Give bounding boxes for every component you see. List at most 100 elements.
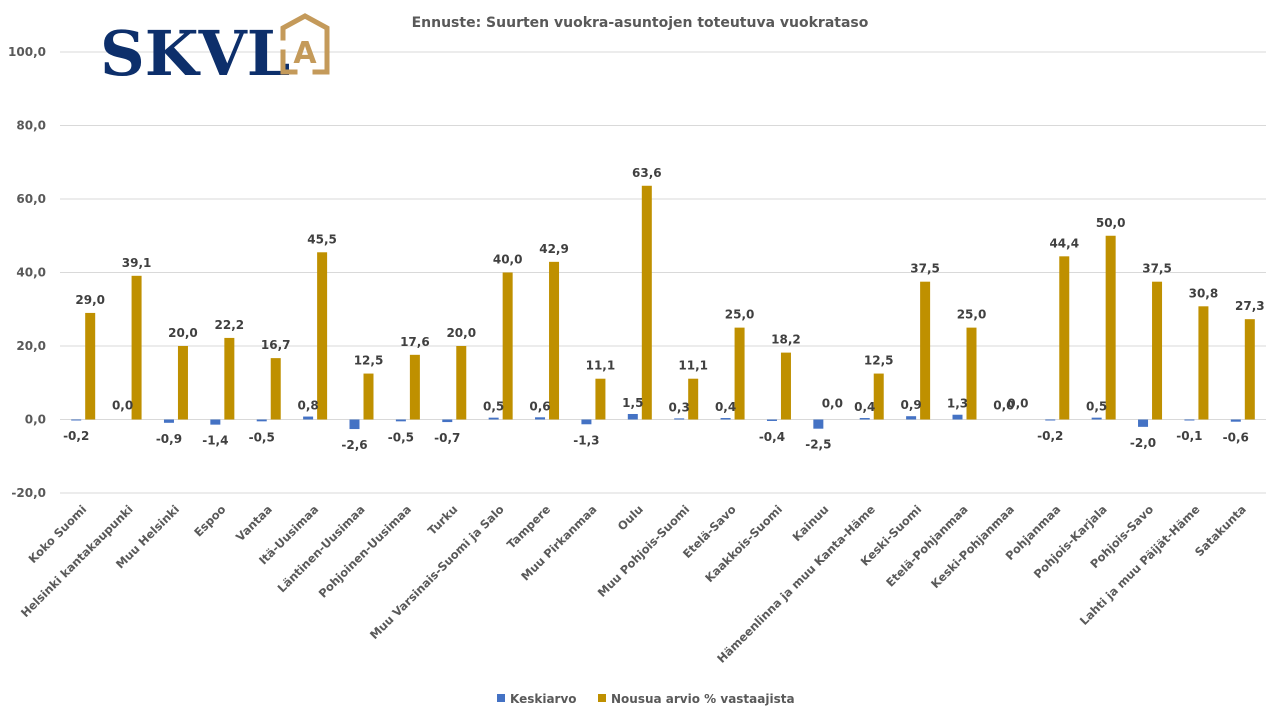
bar-keskiarvo bbox=[1091, 417, 1102, 420]
logo-text: SKVL bbox=[100, 17, 290, 90]
bar-nousua bbox=[966, 327, 977, 420]
x-tick-label: Kainuu bbox=[790, 502, 832, 544]
bar-nousua bbox=[549, 261, 560, 420]
data-label-keskiarvo: -0,9 bbox=[156, 432, 182, 446]
data-label-keskiarvo: -0,6 bbox=[1223, 431, 1249, 445]
bar-nousua bbox=[688, 378, 699, 420]
bar-nousua bbox=[1152, 281, 1163, 420]
x-tick-label: Etelä-Pohjanmaa bbox=[883, 502, 970, 589]
data-label-keskiarvo: -2,6 bbox=[341, 438, 367, 452]
bar-nousua bbox=[456, 346, 467, 420]
bar-nousua bbox=[873, 373, 884, 420]
data-label-nousua: 20,0 bbox=[446, 326, 476, 340]
bar-keskiarvo bbox=[488, 417, 499, 420]
y-axis-ticks: -20,0 0,0 20,0 40,0 60,0 80,0 100,0 bbox=[8, 45, 46, 500]
data-label-keskiarvo: 0,3 bbox=[669, 400, 690, 414]
legend-label-nousua: Nousua arvio % vastaajista bbox=[611, 692, 795, 706]
data-label-keskiarvo: 0,6 bbox=[529, 399, 550, 413]
x-tick-label: Vantaa bbox=[233, 502, 275, 544]
y-tick-label: -20,0 bbox=[11, 486, 46, 500]
legend-swatch-keskiarvo bbox=[497, 694, 505, 702]
bar-nousua bbox=[595, 378, 606, 420]
bar-nousua bbox=[920, 281, 931, 420]
data-label-nousua: 39,1 bbox=[122, 256, 152, 270]
data-label-keskiarvo: 0,0 bbox=[993, 399, 1014, 413]
bar-keskiarvo bbox=[535, 417, 546, 420]
data-label-nousua: 0,0 bbox=[1007, 397, 1028, 411]
x-tick-label: Tampere bbox=[504, 502, 553, 551]
data-label-nousua: 63,6 bbox=[632, 166, 662, 180]
data-label-keskiarvo: 0,4 bbox=[715, 400, 736, 414]
data-label-nousua: 40,0 bbox=[493, 253, 523, 267]
y-tick-label: 40,0 bbox=[16, 266, 46, 280]
bar-nousua bbox=[1059, 256, 1070, 420]
bar-nousua bbox=[780, 352, 791, 420]
x-tick-label: Espoo bbox=[191, 502, 228, 539]
data-label-nousua: 25,0 bbox=[725, 308, 755, 322]
bar-keskiarvo bbox=[813, 419, 824, 429]
data-label-nousua: 30,8 bbox=[1189, 286, 1219, 300]
data-label-keskiarvo: 0,9 bbox=[900, 398, 921, 412]
data-label-keskiarvo: -0,4 bbox=[759, 430, 785, 444]
x-tick-label: Kaakkois-Suomi bbox=[702, 502, 785, 585]
data-label-keskiarvo: 0,0 bbox=[112, 399, 133, 413]
data-label-keskiarvo: -1,3 bbox=[573, 433, 599, 447]
bar-keskiarvo bbox=[1230, 419, 1241, 422]
data-label-nousua: 17,6 bbox=[400, 335, 430, 349]
y-tick-label: 0,0 bbox=[25, 413, 46, 427]
bar-nousua bbox=[1244, 319, 1255, 420]
bar-nousua bbox=[317, 252, 328, 420]
data-label-keskiarvo: -2,5 bbox=[805, 438, 831, 452]
data-label-nousua: 18,2 bbox=[771, 333, 801, 347]
bar-nousua bbox=[502, 272, 513, 420]
x-tick-label: Pohjoinen-Uusimaa bbox=[316, 502, 414, 600]
data-label-nousua: 37,5 bbox=[1142, 262, 1172, 276]
x-tick-label: Läntinen-Uusimaa bbox=[275, 502, 368, 595]
legend: Keskiarvo Nousua arvio % vastaajista bbox=[497, 692, 795, 706]
data-label-keskiarvo: 0,5 bbox=[1086, 400, 1107, 414]
y-tick-label: 80,0 bbox=[16, 119, 46, 133]
bar-nousua bbox=[641, 185, 652, 420]
bar-nousua bbox=[270, 358, 281, 420]
legend-label-keskiarvo: Keskiarvo bbox=[510, 692, 577, 706]
data-label-keskiarvo: 1,3 bbox=[947, 397, 968, 411]
data-label-nousua: 29,0 bbox=[75, 293, 105, 307]
data-label-nousua: 50,0 bbox=[1096, 216, 1126, 230]
bar-keskiarvo bbox=[906, 416, 917, 420]
data-label-nousua: 25,0 bbox=[957, 308, 987, 322]
chart-title: Ennuste: Suurten vuokra-asuntojen toteut… bbox=[412, 15, 869, 31]
y-tick-label: 100,0 bbox=[8, 45, 46, 59]
data-label-nousua: 42,9 bbox=[539, 242, 569, 256]
data-label-keskiarvo: -0,2 bbox=[63, 429, 89, 443]
x-tick-label: Turku bbox=[425, 502, 461, 538]
bar-keskiarvo bbox=[395, 419, 406, 422]
bar-keskiarvo bbox=[163, 419, 174, 423]
data-label-nousua: 11,1 bbox=[586, 359, 616, 373]
bar-keskiarvo bbox=[952, 414, 963, 420]
bar-nousua bbox=[363, 373, 374, 420]
data-label-nousua: 44,4 bbox=[1049, 236, 1079, 250]
x-tick-label: Keski-Pohjanmaa bbox=[928, 502, 1017, 591]
data-label-nousua: 22,2 bbox=[215, 318, 245, 332]
bar-keskiarvo bbox=[442, 419, 453, 423]
data-label-nousua: 27,3 bbox=[1235, 299, 1265, 313]
data-label-keskiarvo: -0,5 bbox=[388, 430, 414, 444]
logo: SKVL A bbox=[100, 13, 330, 90]
data-label-keskiarvo: 1,5 bbox=[622, 396, 643, 410]
data-label-keskiarvo: -2,0 bbox=[1130, 436, 1156, 450]
data-label-keskiarvo: -0,7 bbox=[434, 431, 460, 445]
data-label-nousua: 0,0 bbox=[822, 397, 843, 411]
data-label-keskiarvo: -1,4 bbox=[202, 434, 228, 448]
legend-swatch-nousua bbox=[598, 694, 606, 702]
bar-nousua bbox=[85, 312, 96, 420]
bar-nousua bbox=[734, 327, 745, 420]
bar-nousua bbox=[1105, 235, 1116, 420]
bar-nousua bbox=[131, 275, 142, 420]
data-label-nousua: 12,5 bbox=[864, 354, 894, 368]
bar-keskiarvo bbox=[627, 413, 638, 420]
bars bbox=[71, 185, 1255, 430]
bar-keskiarvo bbox=[303, 416, 314, 420]
data-label-keskiarvo: 0,4 bbox=[854, 400, 875, 414]
